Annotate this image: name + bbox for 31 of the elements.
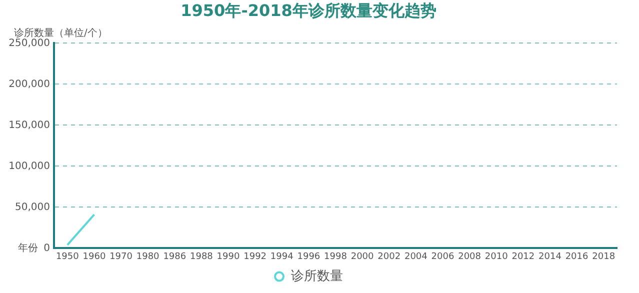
y-tick-label: 50,000 (15, 202, 50, 213)
x-tick-label: 1970 (110, 252, 133, 262)
x-tick-label: 2000 (350, 252, 374, 262)
y-tick-label: 0 (44, 242, 50, 254)
x-tick-label: 2010 (484, 252, 508, 262)
x-tick-label: 1950 (56, 252, 80, 262)
x-tick-label: 1988 (190, 252, 214, 262)
x-tick-label: 1986 (163, 252, 186, 262)
legend-label: 诊所数量 (290, 268, 343, 284)
x-tick-label: 2008 (458, 252, 482, 262)
y-tick-label: 100,000 (8, 160, 50, 172)
y-tick-label: 200,000 (8, 78, 50, 90)
y-tick-label: 250,000 (8, 38, 50, 49)
x-axis-title: 年份 (18, 242, 38, 254)
x-tick-label: 1990 (216, 252, 240, 262)
x-tick-label: 1998 (324, 252, 348, 262)
x-tick-label: 2014 (538, 252, 562, 262)
x-tick-label: 2018 (592, 252, 616, 262)
x-tick-label: 2002 (378, 252, 401, 262)
x-tick-label: 1980 (136, 252, 160, 262)
x-tick-label: 2004 (404, 252, 428, 262)
x-tick-label: 1960 (82, 252, 106, 262)
chart-title: 1950年-2018年诊所数量变化趋势 (180, 0, 436, 20)
x-tick-label: 2012 (512, 252, 535, 262)
y-tick-label: 150,000 (8, 120, 50, 131)
x-tick-label: 2006 (431, 252, 454, 262)
y-axis-title: 诊所数量（单位/个） (14, 26, 108, 39)
x-tick-label: 1996 (297, 252, 320, 262)
x-tick-label: 1992 (244, 252, 267, 262)
x-tick-label: 2016 (565, 252, 589, 262)
x-tick-label: 1994 (270, 252, 294, 262)
